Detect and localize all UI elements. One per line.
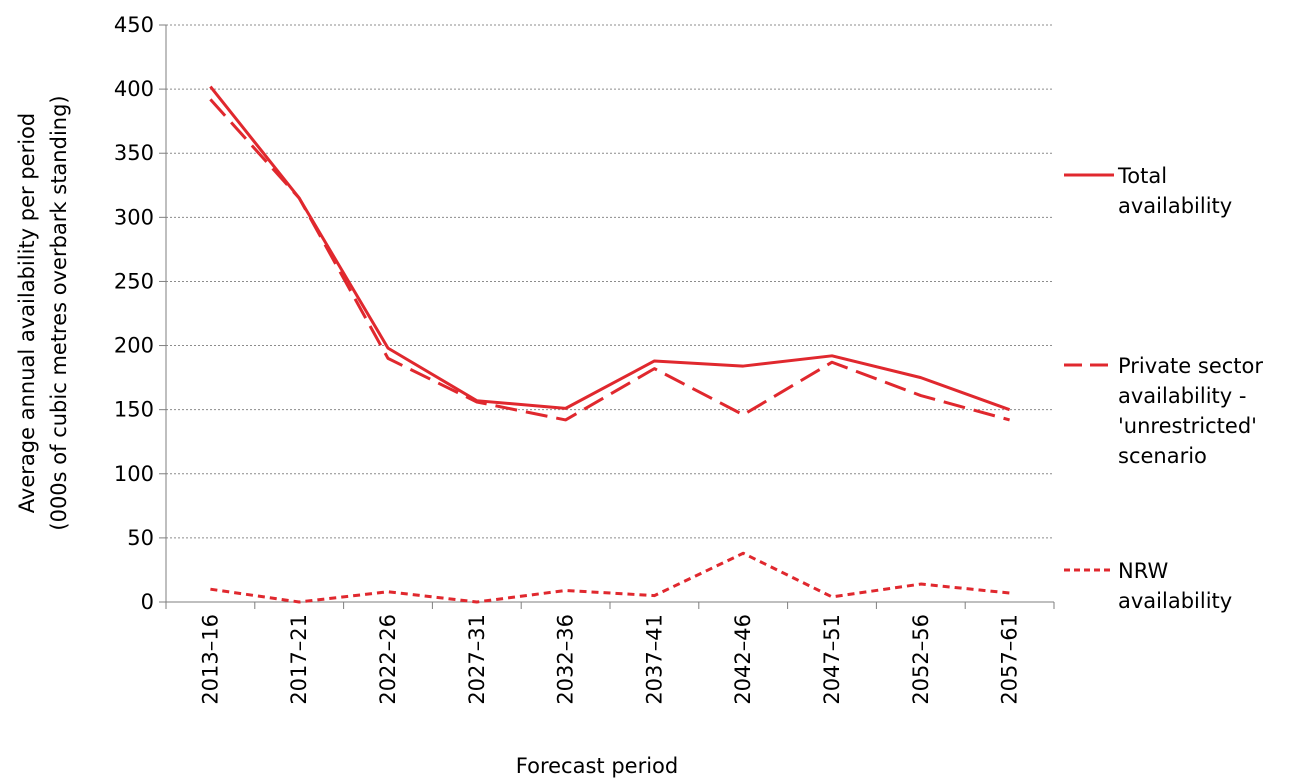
y-tick-label: 150 [114,398,154,422]
x-tick-label: 2013–16 [198,614,222,705]
gridlines [166,24,1054,539]
y-tick-label: 350 [114,141,154,165]
x-tick-label: 2037–41 [642,614,666,705]
x-tick-label: 2047–51 [820,614,844,705]
y-tick-label: 200 [114,334,154,358]
y-tick-label: 100 [114,462,154,486]
legend-label: availability [1118,589,1232,613]
legend-item: NRW availability [1064,559,1232,613]
y-axis-title-line-2: (000s of cubic metres overbark standing) [47,95,71,530]
x-tick-label: 2022–26 [376,614,400,705]
x-tick-labels: 2013–16 2017–21 2022–26 2027–31 2032–36 2037–… [198,614,1021,705]
y-tick-label: 50 [127,526,154,550]
y-tick-label: 400 [114,77,154,101]
series-lines [209,85,1011,604]
legend-item: Total availability [1064,164,1232,218]
axes [159,24,1055,609]
legend-label: Private sector [1118,354,1263,378]
x-tick-label: 2027–31 [465,614,489,705]
y-tick-labels: 0 50 100 150 200 250 300 350 400 450 [114,13,154,614]
legend-item: Private sector availability - 'unrestricte… [1064,354,1263,468]
y-tick-label: 0 [141,590,154,614]
x-axis-title: Forecast period [516,754,678,778]
x-tick-label: 2032–36 [554,614,578,705]
y-tick-label: 250 [114,269,154,293]
legend-label: availability - [1118,384,1246,408]
series-line-1 [209,85,1011,412]
legend-label: availability [1118,194,1232,218]
series-line-2 [209,98,1010,422]
legend-label: Total [1117,164,1167,188]
x-tick-label: 2052–56 [909,614,933,705]
legend-label: scenario [1118,444,1207,468]
legend: Total availability Private sector availabil… [1064,164,1263,613]
y-axis-title-line-1: Average annual availability per period [15,113,39,513]
x-tick-label: 2042–46 [731,614,755,705]
series-line-3 [210,551,1010,604]
x-tick-label: 2057–61 [998,614,1022,705]
legend-label: NRW [1118,559,1168,583]
y-tick-label: 450 [114,13,154,37]
legend-label: 'unrestricted' [1118,414,1257,438]
y-axis-title: Average annual availability per period (… [15,95,71,530]
x-tick-label: 2017–21 [287,614,311,705]
y-tick-label: 300 [114,205,154,229]
